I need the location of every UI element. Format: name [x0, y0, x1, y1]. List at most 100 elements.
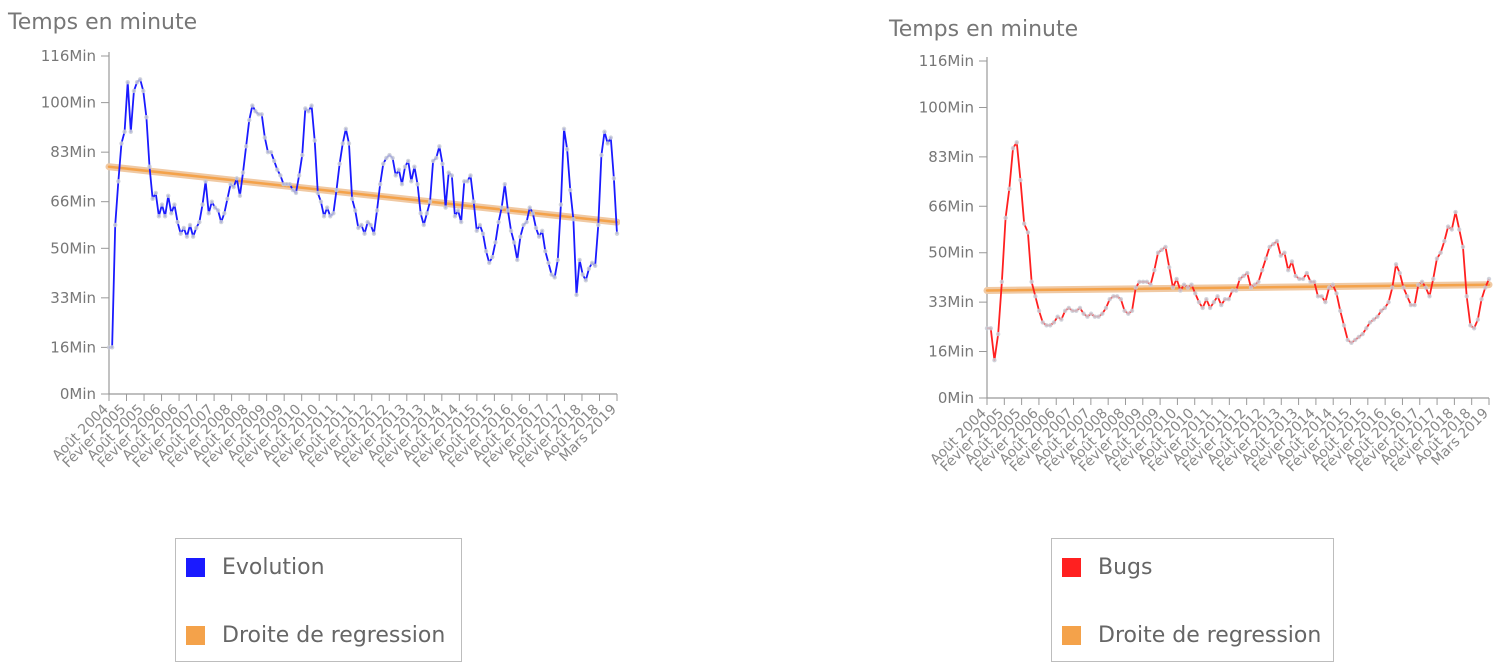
- data-point: [1248, 285, 1254, 290]
- y-tick-label: 33Min: [928, 293, 974, 311]
- data-point: [583, 278, 589, 283]
- data-point: [197, 219, 202, 225]
- data-point: [1378, 308, 1384, 314]
- data-point: [589, 260, 595, 266]
- legend-item-regression[interactable]: Droite de regression: [186, 623, 445, 648]
- legend-label-evolution: Evolution: [222, 555, 325, 580]
- data-point: [477, 222, 483, 228]
- data-point: [141, 88, 146, 94]
- data-point: [247, 117, 252, 123]
- legend-item-bugs[interactable]: Bugs: [1062, 555, 1152, 580]
- data-point: [452, 214, 458, 219]
- data-point: [1289, 259, 1295, 264]
- data-point: [1126, 311, 1131, 316]
- data-point: [250, 103, 255, 108]
- data-point: [159, 202, 165, 207]
- data-point: [1100, 311, 1105, 316]
- y-tick-label: 16Min: [50, 338, 96, 356]
- data-point: [337, 161, 342, 167]
- data-point: [340, 141, 345, 146]
- data-point: [166, 193, 171, 199]
- data-point: [1059, 317, 1064, 322]
- data-point: [443, 205, 448, 210]
- data-point: [1326, 285, 1332, 290]
- data-point: [1323, 299, 1328, 305]
- legend-item-regression[interactable]: Droite de regression: [1062, 623, 1321, 648]
- data-point: [1308, 279, 1313, 284]
- data-point: [396, 167, 402, 172]
- data-point: [988, 326, 993, 331]
- data-point: [592, 263, 598, 268]
- legend-swatch-regression: [186, 626, 205, 645]
- legend-item-evolution[interactable]: Evolution: [186, 555, 325, 580]
- data-point: [424, 211, 430, 216]
- data-point: [162, 214, 168, 219]
- data-point: [275, 167, 280, 172]
- data-point: [374, 208, 380, 213]
- data-point: [1081, 311, 1086, 316]
- data-point: [984, 326, 990, 331]
- data-point: [222, 211, 227, 216]
- data-point: [156, 214, 162, 219]
- data-point: [253, 109, 258, 114]
- data-point: [427, 199, 433, 204]
- data-point: [1427, 294, 1432, 299]
- data-point: [1155, 250, 1161, 255]
- data-point: [334, 187, 339, 193]
- data-point: [381, 161, 386, 167]
- data-point: [1341, 323, 1347, 328]
- data-point: [1062, 308, 1068, 314]
- data-point: [499, 205, 504, 210]
- data-point: [533, 225, 539, 231]
- data-point: [1312, 279, 1317, 284]
- data-point: [440, 161, 445, 167]
- data-point: [262, 135, 268, 140]
- data-point: [116, 179, 121, 184]
- data-point: [561, 126, 567, 132]
- data-point: [137, 77, 143, 82]
- data-point: [458, 219, 464, 225]
- data-point: [212, 205, 218, 210]
- data-point: [122, 129, 127, 134]
- data-point: [1207, 305, 1213, 311]
- data-point: [125, 80, 130, 85]
- data-point: [1245, 270, 1250, 276]
- data-point: [194, 225, 199, 231]
- data-point: [1025, 230, 1031, 235]
- data-point: [312, 138, 317, 143]
- data-point: [1096, 314, 1101, 319]
- data-point: [1066, 305, 1072, 311]
- data-point: [1464, 294, 1469, 299]
- data-point: [1148, 282, 1153, 287]
- legend-left: Evolution Droite de regression: [175, 538, 462, 662]
- data-point: [493, 240, 498, 245]
- data-point: [393, 173, 398, 178]
- data-point: [1129, 308, 1135, 314]
- data-point: [1390, 285, 1395, 290]
- data-point: [1051, 320, 1057, 325]
- data-point: [1085, 314, 1090, 319]
- data-point: [1408, 302, 1414, 308]
- data-point: [1330, 282, 1336, 287]
- data-point: [153, 190, 158, 196]
- data-point: [1233, 288, 1239, 293]
- data-point: [200, 202, 205, 207]
- data-point: [1178, 288, 1183, 293]
- data-point: [1181, 282, 1187, 287]
- data-point: [243, 144, 249, 149]
- data-point: [1297, 276, 1302, 282]
- data-point: [1442, 238, 1447, 244]
- data-point: [1475, 317, 1481, 322]
- data-point: [1401, 285, 1406, 290]
- data-point: [434, 155, 439, 161]
- y-tick-label: 66Min: [50, 193, 96, 211]
- data-point: [1018, 177, 1023, 183]
- data-point: [1040, 320, 1045, 325]
- data-point: [1140, 279, 1146, 284]
- data-point: [558, 202, 564, 207]
- data-point: [552, 275, 557, 280]
- data-point: [1010, 145, 1016, 151]
- data-point: [524, 219, 529, 225]
- data-point: [1486, 276, 1492, 282]
- data-point: [1167, 265, 1172, 270]
